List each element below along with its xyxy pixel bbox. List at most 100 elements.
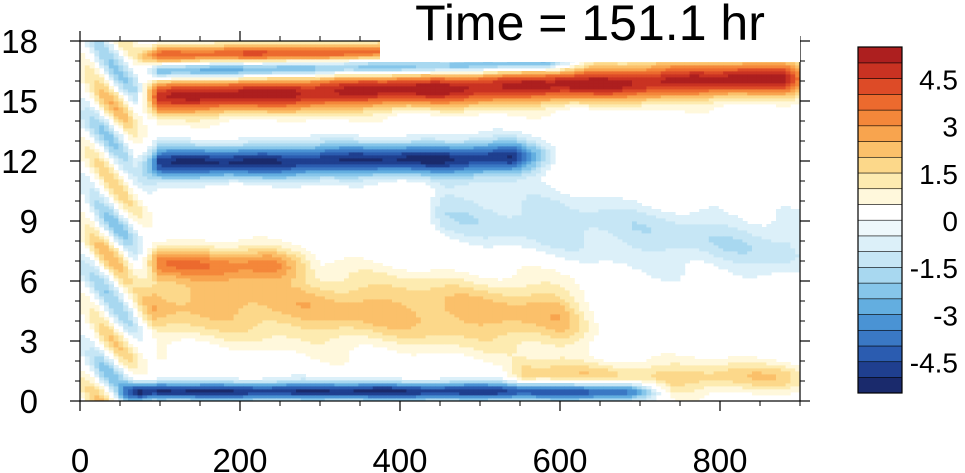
heatmap-cell	[348, 158, 354, 162]
heatmap-cell	[123, 221, 129, 225]
heatmap-cell	[180, 329, 186, 333]
heatmap-cell	[252, 161, 258, 165]
heatmap-cell	[104, 110, 110, 114]
heatmap-cell	[142, 134, 148, 138]
heatmap-cell	[228, 314, 234, 318]
heatmap-cell	[104, 224, 110, 228]
heatmap-cell	[320, 350, 326, 354]
heatmap-cell	[161, 119, 167, 123]
heatmap-cell	[209, 290, 215, 294]
heatmap-cell	[344, 389, 350, 393]
heatmap-cell	[238, 62, 244, 66]
heatmap-cell	[204, 392, 210, 396]
heatmap-cell	[176, 149, 182, 153]
heatmap-cell	[315, 392, 321, 396]
heatmap-cell	[171, 92, 177, 96]
heatmap-cell	[214, 377, 220, 381]
heatmap-cell	[166, 380, 172, 384]
heatmap-cell	[123, 236, 129, 240]
heatmap-cell	[348, 167, 354, 171]
heatmap-cell	[248, 83, 254, 87]
heatmap-cell	[89, 164, 95, 168]
heatmap-cell	[108, 314, 114, 318]
heatmap-cell	[176, 113, 182, 117]
heatmap-cell	[257, 296, 263, 300]
heatmap-cell	[99, 59, 105, 63]
heatmap-cell	[315, 155, 321, 159]
heatmap-cell	[147, 323, 153, 327]
heatmap-cell	[204, 122, 210, 126]
heatmap-cell	[104, 323, 110, 327]
heatmap-cell	[276, 146, 282, 150]
heatmap-cell	[334, 62, 340, 66]
heatmap-cell	[118, 218, 124, 222]
heatmap-cell	[161, 266, 167, 270]
heatmap-cell	[171, 386, 177, 390]
heatmap-cell	[166, 287, 172, 291]
heatmap-cell	[123, 71, 129, 75]
heatmap-cell	[94, 131, 100, 135]
heatmap-cell	[339, 149, 345, 153]
heatmap-cell	[94, 308, 100, 312]
heatmap-cell	[339, 383, 345, 387]
heatmap-cell	[104, 308, 110, 312]
heatmap-cell	[329, 386, 335, 390]
heatmap-cell	[276, 248, 282, 252]
heatmap-cell	[243, 383, 249, 387]
heatmap-cell	[281, 149, 287, 153]
heatmap-cell	[171, 299, 177, 303]
heatmap-cell	[104, 290, 110, 294]
heatmap-cell	[233, 299, 239, 303]
heatmap-cell	[219, 251, 225, 255]
heatmap-cell	[339, 164, 345, 168]
heatmap-cell	[89, 368, 95, 372]
heatmap-cell	[315, 71, 321, 75]
heatmap-cell	[161, 344, 167, 348]
heatmap-cell	[344, 347, 350, 351]
heatmap-cell	[108, 134, 114, 138]
heatmap-cell	[156, 383, 162, 387]
heatmap-cell	[195, 71, 201, 75]
heatmap-cell	[108, 107, 114, 111]
heatmap-cell	[272, 170, 278, 174]
heatmap-cell	[291, 158, 297, 162]
heatmap-cell	[334, 284, 340, 288]
heatmap-cell	[243, 308, 249, 312]
heatmap-cell	[324, 332, 330, 336]
heatmap-cell	[300, 287, 306, 291]
heatmap-cell	[147, 266, 153, 270]
heatmap-cell	[118, 389, 124, 393]
heatmap-cell	[310, 254, 316, 258]
heatmap-cell	[118, 356, 124, 360]
heatmap-cell	[339, 326, 345, 330]
heatmap-cell	[209, 179, 215, 183]
heatmap-cell	[291, 329, 297, 333]
heatmap-cell	[176, 143, 182, 147]
heatmap-cell	[329, 269, 335, 273]
heatmap-cell	[344, 152, 350, 156]
heatmap-cell	[339, 338, 345, 342]
heatmap-cell	[276, 305, 282, 309]
heatmap-cell	[344, 68, 350, 72]
heatmap-cell	[132, 209, 138, 213]
heatmap-cell	[252, 302, 258, 306]
heatmap-cell	[113, 59, 119, 63]
heatmap-cell	[252, 113, 258, 117]
heatmap-cell	[99, 98, 105, 102]
heatmap-cell	[113, 272, 119, 276]
heatmap-cell	[108, 242, 114, 246]
heatmap-cell	[248, 392, 254, 396]
heatmap-cell	[147, 287, 153, 291]
heatmap-cell	[108, 251, 114, 255]
heatmap-cell	[123, 281, 129, 285]
heatmap-cell	[84, 395, 90, 399]
heatmap-cell	[329, 296, 335, 300]
heatmap-cell	[152, 167, 158, 171]
heatmap-cell	[291, 395, 297, 399]
heatmap-cell	[276, 284, 282, 288]
heatmap-cell	[339, 377, 345, 381]
heatmap-cell	[123, 53, 129, 57]
heatmap-cell	[108, 185, 114, 189]
heatmap-cell	[113, 293, 119, 297]
heatmap-cell	[224, 143, 230, 147]
